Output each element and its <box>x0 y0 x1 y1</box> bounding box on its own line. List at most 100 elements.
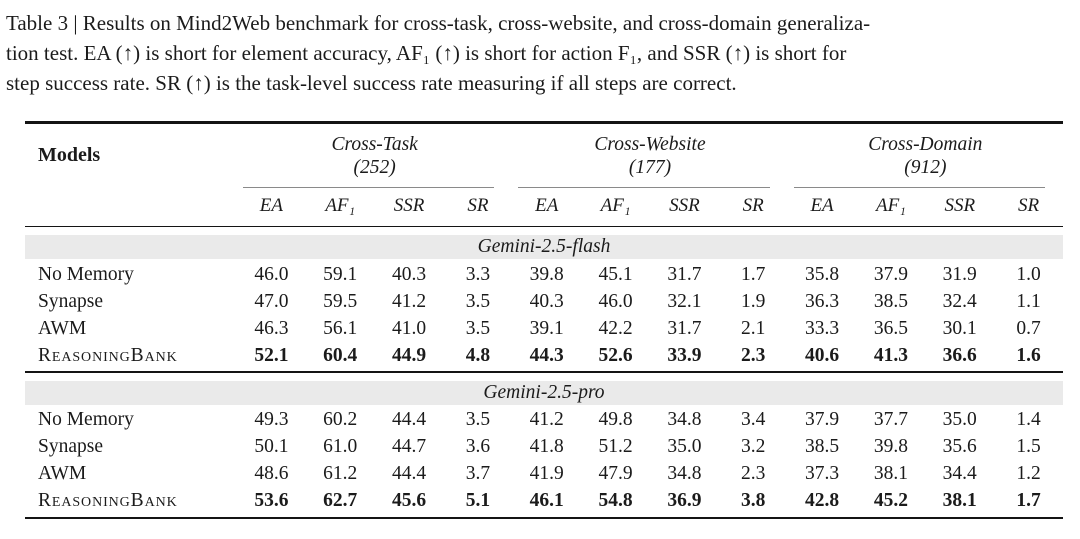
cell-value: 37.7 <box>873 409 908 430</box>
cell-value: 34.4 <box>942 463 977 484</box>
cell-value: 44.4 <box>392 409 427 430</box>
metric-header-sr: SR <box>1018 194 1040 216</box>
cell-value: 40.6 <box>805 344 840 366</box>
section-band-gemini-flash: Gemini-2.5-flash <box>25 235 1063 259</box>
cell-value: 52.1 <box>254 344 289 366</box>
metric-header-ea: EA <box>259 194 284 216</box>
cell-value: 3.5 <box>465 317 491 339</box>
table-row: No Memory 46.0 59.1 40.3 3.3 39.8 45.1 3… <box>25 261 1063 288</box>
cell-value: 1.1 <box>1016 290 1041 312</box>
metric-header-row: EA AF₁ SSR SR <box>512 195 787 226</box>
models-column-header: Models <box>38 143 101 166</box>
cell-value: 38.1 <box>942 490 977 511</box>
cell-value: 5.1 <box>465 490 491 511</box>
cell-value: 3.6 <box>465 436 491 457</box>
metric-header-sr: SR <box>742 194 764 216</box>
group-header-cross-domain: Cross-Domain (912) EA AF₁ SSR SR <box>788 124 1063 226</box>
table-row: No Memory 49.3 60.2 44.4 3.5 41.2 49.8 3… <box>25 407 1063 434</box>
cell-value: 3.5 <box>465 409 491 430</box>
cell-value: 46.0 <box>598 290 633 312</box>
cell-value: 35.0 <box>667 436 702 457</box>
cell-value: 1.9 <box>741 290 766 312</box>
cell-value: 37.9 <box>805 409 840 430</box>
cell-value: 33.9 <box>667 344 702 366</box>
cell-value: 1.2 <box>1016 463 1041 484</box>
cell-value: 3.7 <box>465 463 491 484</box>
cell-value: 3.8 <box>741 490 766 511</box>
cell-value: 44.3 <box>529 344 564 366</box>
cell-value: 45.1 <box>598 263 633 285</box>
cell-value: 32.1 <box>667 290 702 312</box>
cell-value: 42.2 <box>598 317 633 339</box>
table-caption: Table 3 | Results on Mind2Web benchmark … <box>6 8 1072 98</box>
metric-header-ea: EA <box>810 194 834 216</box>
results-table: Models Cross-Task (252) EA AF₁ SSR SR Cr… <box>25 121 1063 519</box>
caption-line-1: Table 3 | Results on Mind2Web benchmark … <box>6 11 871 35</box>
metric-header-ssr: SSR <box>944 194 976 216</box>
cell-value: 42.8 <box>805 490 840 511</box>
cell-value: 31.7 <box>667 263 702 285</box>
cell-value: 0.7 <box>1016 317 1041 339</box>
table-row: Synapse 47.0 59.5 41.2 3.5 40.3 46.0 32.… <box>25 288 1063 315</box>
cell-value: 50.1 <box>254 436 289 457</box>
section-rows-gemini-flash: No Memory 46.0 59.1 40.3 3.3 39.8 45.1 3… <box>25 261 1063 371</box>
cell-value: 39.1 <box>529 317 564 339</box>
group-title: Cross-Task <box>331 133 418 155</box>
cell-value: 33.3 <box>805 317 840 339</box>
cell-value: 54.8 <box>598 490 633 511</box>
model-name: AWM <box>38 317 87 339</box>
table-row: Synapse 50.1 61.0 44.7 3.6 41.8 51.2 35.… <box>25 434 1063 461</box>
cell-value: 37.3 <box>805 463 840 484</box>
metric-header-sr: SR <box>467 194 489 216</box>
cell-value: 2.1 <box>741 317 766 339</box>
model-name: ReasoningBank <box>38 344 178 366</box>
table-header: Models Cross-Task (252) EA AF₁ SSR SR Cr… <box>25 124 1063 226</box>
cell-value: 39.8 <box>529 263 564 285</box>
cell-value: 51.2 <box>598 436 633 457</box>
cell-value: 3.5 <box>465 290 491 312</box>
cell-value: 44.9 <box>392 344 427 366</box>
cell-value: 46.0 <box>254 263 289 285</box>
group-title: Cross-Domain <box>868 133 983 155</box>
cell-value: 37.9 <box>873 263 908 285</box>
group-title: Cross-Website <box>594 133 706 155</box>
group-underline <box>243 186 495 188</box>
metric-header-af1: AF₁ <box>325 194 356 216</box>
cell-value: 41.8 <box>529 436 564 457</box>
metric-header-row: EA AF₁ SSR SR <box>788 195 1063 226</box>
cell-value: 1.7 <box>1016 490 1041 511</box>
cell-value: 38.5 <box>873 290 908 312</box>
cell-value: 46.3 <box>254 317 289 339</box>
group-count: (912) <box>904 156 947 178</box>
metric-header-af1: AF₁ <box>875 194 906 216</box>
cell-value: 38.1 <box>873 463 908 484</box>
cell-value: 48.6 <box>254 463 289 484</box>
cell-value: 46.1 <box>529 490 564 511</box>
section-divider-rule <box>25 371 1063 373</box>
cell-value: 39.8 <box>873 436 908 457</box>
caption-line-3: step success rate. SR (↑) is the task-le… <box>6 71 737 95</box>
cell-value: 35.6 <box>942 436 977 457</box>
cell-value: 32.4 <box>942 290 977 312</box>
model-name: No Memory <box>38 409 134 430</box>
cell-value: 49.3 <box>254 409 289 430</box>
cell-value: 60.2 <box>323 409 358 430</box>
cell-value: 3.2 <box>741 436 766 457</box>
cell-value: 47.0 <box>254 290 289 312</box>
model-name: Synapse <box>38 436 103 457</box>
group-header-cross-task: Cross-Task (252) EA AF₁ SSR SR <box>237 124 512 226</box>
cell-value: 36.9 <box>667 490 702 511</box>
table-row-reasoningbank: ReasoningBank 52.1 60.4 44.9 4.8 44.3 52… <box>25 342 1063 369</box>
section-rows-gemini-pro: No Memory 49.3 60.2 44.4 3.5 41.2 49.8 3… <box>25 407 1063 517</box>
metric-header-af1: AF₁ <box>600 194 631 216</box>
cell-value: 61.0 <box>323 436 358 457</box>
cell-value: 36.3 <box>805 290 840 312</box>
model-name: AWM <box>38 463 87 484</box>
cell-value: 3.4 <box>741 409 766 430</box>
group-underline <box>793 186 1045 188</box>
cell-value: 44.4 <box>392 463 427 484</box>
cell-value: 1.4 <box>1016 409 1041 430</box>
metric-header-ssr: SSR <box>393 194 425 216</box>
cell-value: 1.6 <box>1016 344 1041 366</box>
cell-value: 59.1 <box>323 263 358 285</box>
